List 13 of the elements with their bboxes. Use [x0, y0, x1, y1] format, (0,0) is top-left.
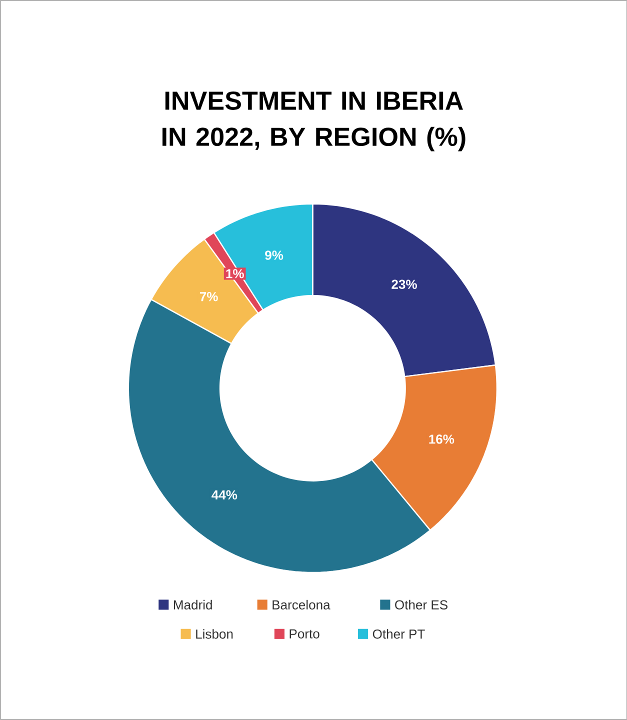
data-label: 7% [200, 292, 218, 302]
legend-label: Other ES [394, 600, 448, 610]
legend-label: Porto [290, 629, 320, 638]
legend-label: Madrid [174, 600, 212, 610]
data-label: 23% [391, 280, 417, 289]
data-label: 44% [211, 490, 237, 500]
legend-label: Lisbon [196, 629, 232, 639]
chart-title: INVESTMENT IN IBERIA IN 2022, BY REGION (%) [162, 91, 466, 152]
legend-label: Barcelona [272, 600, 330, 610]
data-label: 16% [429, 434, 454, 444]
legend-label: Other PT [372, 629, 425, 639]
data-label: 9% [264, 250, 283, 260]
data-label: 1% [226, 269, 244, 278]
